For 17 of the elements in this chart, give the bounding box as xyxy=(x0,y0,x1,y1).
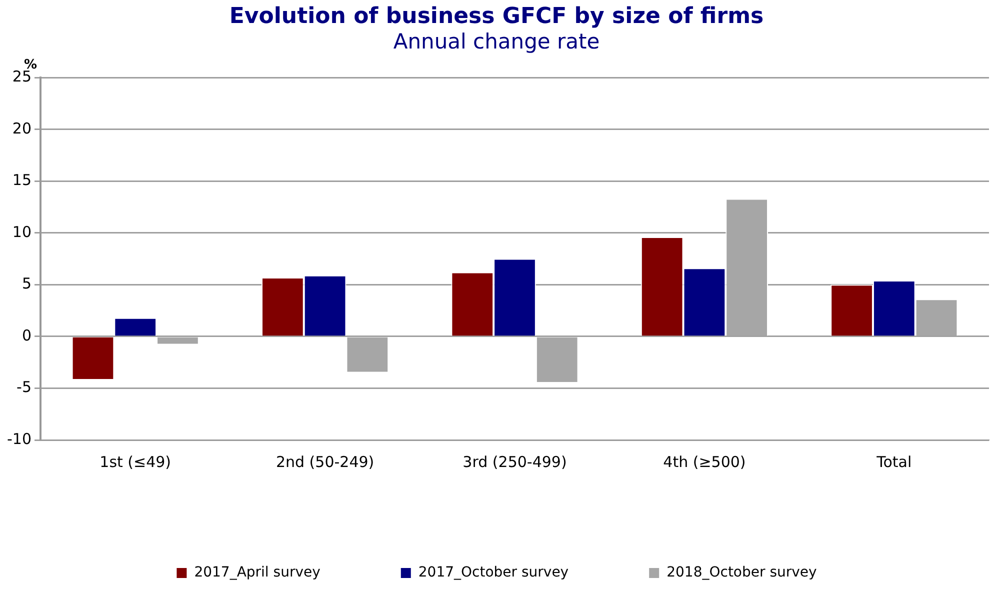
x-tick-label: 3rd (250-499) xyxy=(462,452,567,471)
x-tick-label: 1st (≤49) xyxy=(100,452,172,471)
y-tick-label: -10 xyxy=(7,430,32,448)
y-tick-label: 0 xyxy=(22,326,32,344)
x-tick-label: 2nd (50-249) xyxy=(276,452,374,471)
x-tick-label: 4th (≥500) xyxy=(663,452,746,471)
legend-label: 2017_April survey xyxy=(194,564,320,581)
x-tick-label: Total xyxy=(876,452,912,471)
y-tick-label: 20 xyxy=(12,119,32,138)
chart-subtitle: Annual change rate xyxy=(393,29,600,54)
legend-label: 2017_October survey xyxy=(418,564,569,581)
y-tick-label: 10 xyxy=(12,222,32,241)
chart-title: Evolution of business GFCF by size of firms xyxy=(229,4,764,29)
y-tick-label: 5 xyxy=(22,274,32,293)
y-tick-label: 15 xyxy=(12,171,32,190)
legend-label: 2018_October survey xyxy=(666,564,817,581)
y-tick-label: -5 xyxy=(16,378,32,396)
